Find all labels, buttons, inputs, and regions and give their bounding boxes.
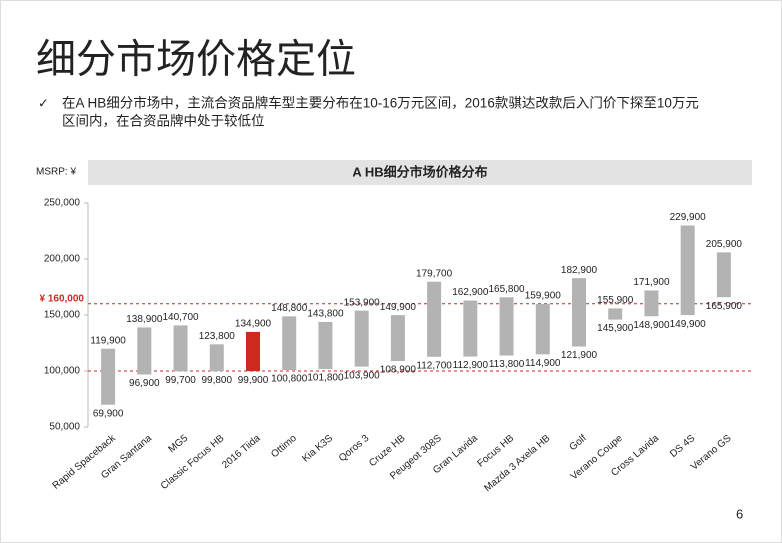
reference-label: ¥ 160,000: [40, 293, 85, 304]
range-bar: [608, 308, 623, 320]
low-label: 108,900: [380, 365, 417, 376]
high-label: 229,900: [670, 212, 707, 223]
bullet-text: 区间内，在合资品牌中处于较低位: [62, 113, 265, 129]
high-label: 123,800: [199, 331, 236, 342]
high-label: 171,900: [633, 277, 670, 288]
range-bar: [101, 348, 116, 405]
chart-header: [88, 160, 752, 185]
low-label: 99,900: [238, 375, 269, 386]
low-label: 114,900: [525, 358, 561, 369]
high-label: 179,700: [416, 268, 453, 279]
high-label: 205,900: [706, 239, 743, 250]
range-bar: [209, 344, 224, 372]
page-number: 6: [736, 506, 743, 521]
range-bar: [572, 278, 586, 347]
low-label: 112,700: [416, 360, 452, 371]
range-bar: [173, 325, 188, 372]
high-label: 149,900: [380, 302, 417, 313]
low-label: 148,900: [633, 320, 670, 331]
high-label: 153,900: [344, 297, 381, 308]
range-bar: [535, 303, 550, 355]
slide-title: 细分市场价格定位: [36, 38, 356, 82]
range-bar: [499, 297, 514, 356]
high-label: 148,800: [271, 303, 308, 314]
y-tick-label: 200,000: [44, 254, 81, 265]
low-label: 145,900: [597, 323, 634, 334]
y-tick-label: 150,000: [44, 310, 81, 321]
low-label: 99,700: [165, 375, 196, 386]
high-label: 119,900: [90, 335, 126, 346]
bullet-text: 在A HB细分市场中，主流合资品牌车型主要分布在10-16万元区间，2016款骐…: [62, 95, 699, 111]
low-label: 100,800: [271, 374, 308, 385]
high-label: 143,800: [307, 309, 344, 320]
range-bar: [390, 315, 405, 362]
low-label: 69,900: [93, 408, 124, 419]
bullet-marker: ✓: [38, 95, 49, 110]
low-label: 99,800: [201, 375, 232, 386]
low-label: 113,800: [489, 359, 525, 370]
low-label: 112,900: [453, 360, 489, 371]
high-label: 140,700: [162, 312, 199, 323]
low-label: 121,900: [561, 350, 598, 361]
range-bar: [137, 327, 152, 375]
high-label: 159,900: [525, 291, 562, 302]
range-bar: [644, 290, 659, 317]
low-label: 165,900: [706, 301, 743, 312]
high-label: 155,900: [597, 295, 634, 306]
high-label: 162,900: [452, 287, 489, 298]
range-bar: [354, 310, 369, 367]
range-bar: [680, 225, 695, 316]
range-bar: [318, 321, 333, 369]
high-label: 138,900: [126, 314, 163, 325]
range-bar: [463, 300, 478, 357]
low-label: 101,800: [307, 373, 344, 384]
range-bar: [246, 331, 260, 372]
low-label: 149,900: [670, 319, 707, 330]
low-label: 103,900: [344, 370, 381, 381]
range-bar: [427, 281, 442, 357]
low-label: 96,900: [129, 378, 160, 389]
y-axis-label: MSRP: ¥: [36, 167, 76, 178]
high-label: 134,900: [235, 319, 272, 330]
range-bar: [282, 316, 297, 371]
high-label: 165,800: [488, 284, 525, 295]
chart-title: A HB细分市场价格分布: [352, 164, 487, 179]
y-tick-label: 100,000: [44, 366, 81, 377]
range-bar: [716, 252, 731, 298]
high-label: 182,900: [561, 265, 598, 276]
y-tick-label: 50,000: [49, 422, 80, 433]
y-tick-label: 250,000: [44, 198, 81, 209]
